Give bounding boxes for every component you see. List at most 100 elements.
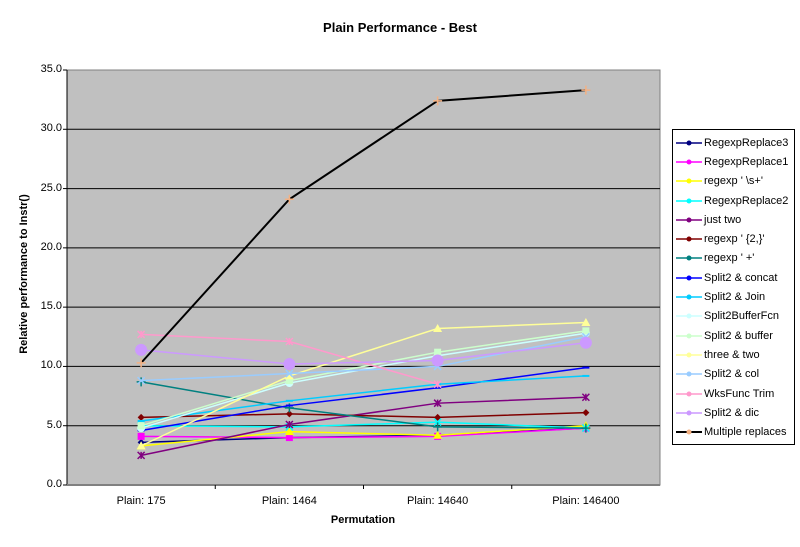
legend-swatch-icon <box>676 333 702 339</box>
legend-item: Split2 & Join <box>673 287 794 306</box>
legend-label: RegexpReplace3 <box>704 136 789 149</box>
legend-swatch-icon <box>676 352 702 358</box>
data-marker <box>136 441 146 450</box>
data-marker <box>581 423 591 433</box>
data-marker <box>582 409 590 417</box>
data-marker <box>581 85 591 95</box>
x-axis-label: Permutation <box>330 514 396 526</box>
data-marker <box>135 343 148 356</box>
legend-label: RegexpReplace2 <box>704 194 789 207</box>
legend-swatch-icon <box>676 294 702 300</box>
legend-swatch-icon <box>676 159 702 165</box>
y-tick-label: 25.0 <box>40 181 62 194</box>
series-line <box>141 366 586 432</box>
data-marker <box>284 194 294 204</box>
y-tick-label: 35.0 <box>40 63 62 75</box>
data-marker <box>433 323 443 332</box>
legend-label: just two <box>704 213 742 226</box>
legend-swatch-icon <box>676 198 702 204</box>
data-marker <box>137 413 145 421</box>
data-marker <box>434 386 442 389</box>
data-marker <box>579 336 592 349</box>
y-tick-label: 30.0 <box>40 122 62 135</box>
data-marker <box>434 348 442 356</box>
data-marker <box>582 327 590 335</box>
y-tick-label: 10.0 <box>40 359 62 372</box>
data-marker <box>285 410 293 418</box>
legend-swatch-icon <box>676 275 702 281</box>
y-axis-label: Relative performance to Instr() <box>18 194 30 354</box>
series-line <box>141 424 586 447</box>
series-line <box>140 321 586 447</box>
y-tick-label: 0.0 <box>46 478 62 490</box>
legend-label: regexp ' \s+' <box>704 175 763 188</box>
legend-swatch-icon <box>676 140 702 146</box>
legend-swatch-icon <box>676 236 702 242</box>
legend-label: WksFunc Trim <box>704 387 775 400</box>
series-line <box>140 89 586 364</box>
series-line <box>140 381 586 429</box>
legend-label: Split2 & concat <box>704 271 778 284</box>
legend-item: RegexpReplace3 <box>673 133 794 152</box>
legend-label: RegexpReplace1 <box>704 155 789 168</box>
legend-label: Split2 & Join <box>704 291 766 304</box>
legend-item: three & two <box>673 345 794 364</box>
x-tick-label: Plain: 146400 <box>552 495 620 507</box>
series-line <box>140 396 586 457</box>
x-tick-label: Plain: 14640 <box>407 495 469 507</box>
data-marker <box>136 358 146 368</box>
legend-item: Split2 & buffer <box>673 326 794 345</box>
legend-item: WksFunc Trim <box>673 384 794 403</box>
legend-label: Split2 & dic <box>704 406 760 419</box>
data-marker <box>581 393 590 402</box>
data-marker <box>137 451 146 460</box>
data-marker <box>137 432 145 440</box>
legend: RegexpReplace3 RegexpReplace1 regexp ' \s+… <box>672 129 795 445</box>
legend-swatch-icon <box>676 217 702 223</box>
legend-item: Split2 & dic <box>673 403 794 422</box>
data-marker <box>434 413 442 421</box>
series-line <box>141 411 586 419</box>
legend-label: Split2 & buffer <box>704 329 773 342</box>
legend-swatch-icon <box>676 255 702 261</box>
series-line <box>140 330 586 427</box>
x-tick-label: Plain: 1464 <box>261 495 317 507</box>
legend-label: Multiple replaces <box>704 426 787 439</box>
chart-title: Plain Performance - Best <box>323 20 477 35</box>
legend-item: RegexpReplace1 <box>673 152 794 171</box>
y-tick-label: 15.0 <box>40 300 62 313</box>
data-marker <box>433 430 443 439</box>
data-marker <box>285 377 293 385</box>
legend-label: regexp ' {2,}' <box>704 233 765 246</box>
legend-item: regexp ' \s+' <box>673 172 794 191</box>
data-marker <box>433 380 442 389</box>
legend-item: just two <box>673 210 794 229</box>
data-marker <box>136 377 146 387</box>
y-tick-label: 20.0 <box>40 240 62 253</box>
data-marker <box>285 399 293 402</box>
series-line <box>141 427 586 439</box>
series-line <box>141 421 586 429</box>
data-marker <box>285 434 293 442</box>
data-marker <box>137 330 146 339</box>
legend-label: Split2 & col <box>704 368 760 381</box>
data-marker <box>433 422 443 432</box>
data-marker <box>581 318 591 327</box>
legend-item: Split2 & col <box>673 365 794 384</box>
legend-label: regexp ' +' <box>704 252 755 265</box>
y-tick-label: 5.0 <box>46 418 62 431</box>
data-marker <box>582 374 590 377</box>
x-tick-label: Plain: 175 <box>116 495 166 507</box>
data-marker <box>433 96 443 106</box>
legend-item: regexp ' +' <box>673 249 794 268</box>
legend-label: three & two <box>704 348 760 361</box>
legend-swatch-icon <box>676 410 702 416</box>
data-marker <box>284 427 294 436</box>
data-marker <box>285 369 294 378</box>
legend-item: RegexpReplace2 <box>673 191 794 210</box>
legend-swatch-icon <box>676 429 702 435</box>
data-marker <box>284 371 294 380</box>
data-marker <box>433 399 442 408</box>
data-marker <box>285 420 294 429</box>
